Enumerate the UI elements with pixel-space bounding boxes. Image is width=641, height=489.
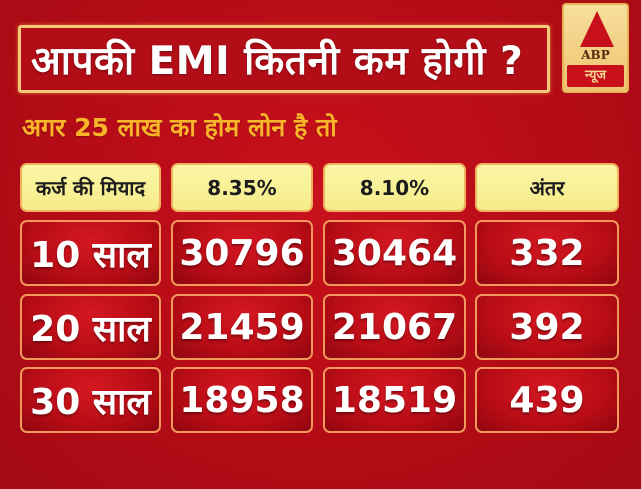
column-header-rate-old: 8.35% <box>171 163 313 212</box>
emi-new-rate: 18519 <box>323 367 466 433</box>
row-tenure: 10 साल <box>20 220 161 286</box>
abp-news-logo: ABP न्यूज <box>562 3 629 93</box>
logo-name: न्यूज <box>567 65 624 87</box>
title-box: आपकी EMI कितनी कम होगी ? <box>18 25 550 93</box>
emi-difference: 392 <box>475 294 619 360</box>
logo-brand: ABP <box>581 48 610 62</box>
emi-difference: 332 <box>475 220 619 286</box>
column-header-rate-new: 8.10% <box>323 163 466 212</box>
column-header-tenure: कर्ज की मियाद <box>20 163 161 212</box>
column-header-difference: अंतर <box>475 163 619 212</box>
logo-triangle-icon <box>580 11 614 47</box>
subtitle: अगर 25 लाख का होम लोन है तो <box>22 113 337 142</box>
row-tenure: 20 साल <box>20 294 161 360</box>
emi-old-rate: 30796 <box>171 220 313 286</box>
emi-old-rate: 21459 <box>171 294 313 360</box>
row-tenure: 30 साल <box>20 367 161 433</box>
emi-new-rate: 30464 <box>323 220 466 286</box>
emi-old-rate: 18958 <box>171 367 313 433</box>
emi-difference: 439 <box>475 367 619 433</box>
emi-new-rate: 21067 <box>323 294 466 360</box>
page-title: आपकी EMI कितनी कम होगी ? <box>31 38 524 84</box>
